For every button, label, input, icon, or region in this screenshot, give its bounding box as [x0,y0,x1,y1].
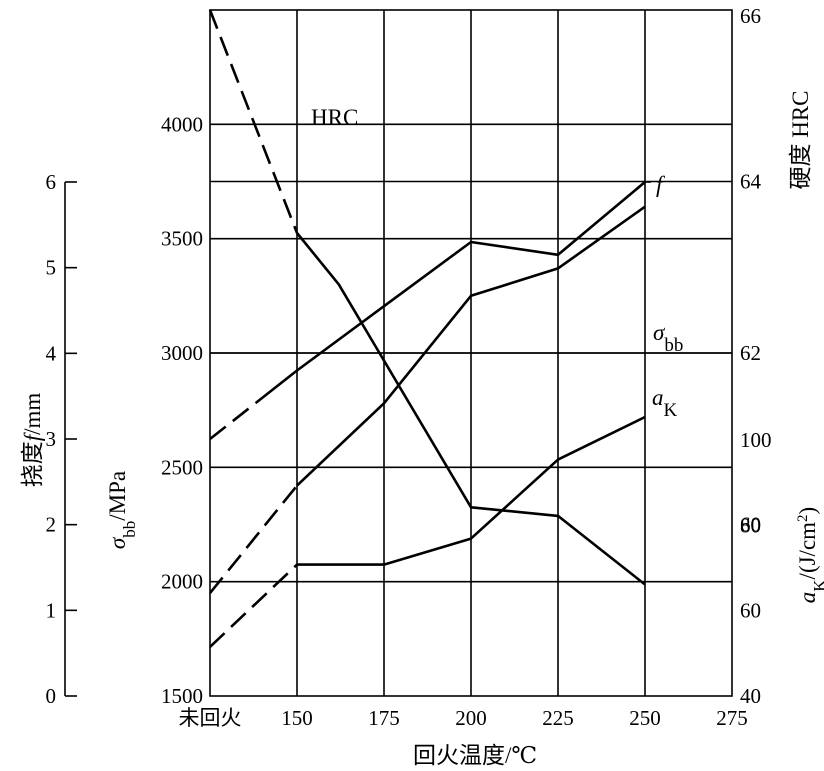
x-tick-label: 250 [629,706,661,730]
series-line-solid-0 [295,232,646,586]
grid [64,9,733,697]
strength-tick-label: 4000 [161,112,203,136]
x-tick-label: 200 [455,706,487,730]
deflection-tick-label: 1 [46,598,57,622]
deflection-tick-label: 4 [46,341,57,365]
strength-tick-label: 2000 [161,570,203,594]
deflection-axis-title-symbol: f [20,431,45,441]
series-label-a-subscript: K [664,400,678,421]
series-line-solid-1 [261,181,646,399]
hardness-tick-labels: 60 62 64 66 [740,4,762,537]
strength-axis-title-unit: /MPa [105,471,130,521]
toughness-axis-title-superscript: 2 [795,514,811,522]
series-label-ak: aK [652,385,678,421]
deflection-tick-labels: 0 1 2 3 4 5 6 [46,170,57,708]
series-label-f: f [656,172,666,197]
toughness-axis-title-symbol: a [795,592,820,604]
x-tick-label: 225 [542,706,574,730]
toughness-axis-title: aK/(J/cm2) [795,507,824,603]
hardness-axis-title: 硬度 HRC [788,90,813,189]
strength-tick-label: 3000 [161,341,203,365]
deflection-tick-label: 2 [46,513,57,537]
hardness-tick-label: 62 [740,341,761,365]
deflection-tick-label: 6 [46,170,57,194]
hardness-tick-label: 64 [740,170,762,194]
deflection-tick-label: 5 [46,256,57,280]
toughness-tick-label: 40 [740,684,761,708]
deflection-axis-title: 挠度f/mm [20,393,45,488]
x-tick-label: 275 [716,706,748,730]
series-lines [208,9,651,648]
labels: 未回火 150 175 200 225 250 275 0 1 2 3 4 5 6 1500 2000 25… [20,4,824,768]
strength-axis-title: σbb/MPa [105,471,139,549]
deflection-tick-label: 0 [46,684,57,708]
hardness-tick-label: 66 [740,4,761,28]
toughness-tick-label: 100 [740,428,772,452]
series-label-sigma-bb: σbb [653,320,683,356]
deflection-axis-title-text: 挠度 [20,441,45,487]
series-label-sigma-symbol: σ [653,320,666,345]
strength-tick-label: 3500 [161,227,203,251]
series-label-sigma-subscript: bb [664,335,683,356]
series-line-solid-2 [296,205,646,487]
x-axis-title: 回火温度/℃ [413,743,537,768]
toughness-axis-title-unit: /(J/cm [795,522,820,580]
x-tick-labels: 未回火 150 175 200 225 250 275 [179,706,748,730]
deflection-tick-label: 3 [46,427,57,451]
strength-tick-label: 1500 [161,684,203,708]
deflection-axis-title-unit: /mm [20,393,45,435]
strength-axis-title-symbol: σ [105,536,130,549]
series-label-a-symbol: a [652,385,664,410]
toughness-tick-label: 80 [740,513,761,537]
toughness-axis-title-subscript: K [810,579,824,592]
toughness-axis-title-close: ) [795,507,820,515]
series-line-dashed-2 [208,484,299,594]
hardness-tick-label: 60 [740,513,761,537]
series-label-hrc: HRC [311,105,358,130]
x-tick-label: 未回火 [179,706,242,730]
series-line-dashed-1 [209,396,264,441]
series-line-solid-3 [297,415,646,566]
x-tick-label: 175 [368,706,400,730]
x-tick-label: 150 [281,706,313,730]
strength-axis-title-subscript: bb [120,521,139,538]
series-line-dashed-0 [208,9,299,234]
strength-tick-labels: 1500 2000 2500 3000 3500 4000 [161,112,203,708]
strength-tick-label: 2500 [161,455,203,479]
toughness-tick-label: 60 [740,599,761,623]
series-line-dashed-3 [209,563,298,648]
